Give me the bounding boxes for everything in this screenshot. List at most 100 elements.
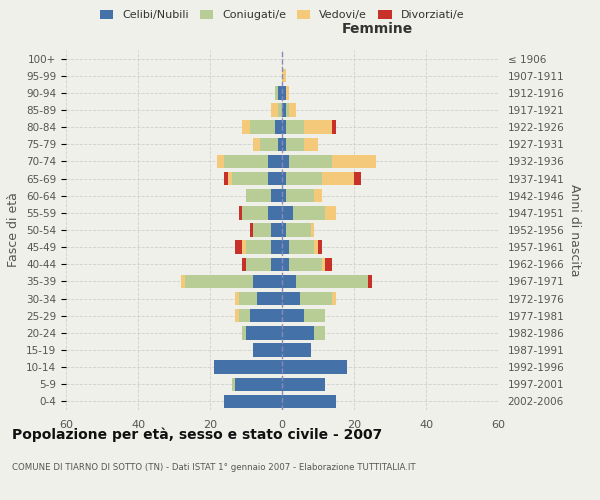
- Bar: [286, 86, 289, 100]
- Bar: [235, 378, 282, 391]
- Y-axis label: Fasce di età: Fasce di età: [7, 192, 20, 268]
- Text: Popolazione per età, sesso e stato civile - 2007: Popolazione per età, sesso e stato civil…: [12, 428, 382, 442]
- Bar: [286, 189, 314, 202]
- Bar: [354, 172, 361, 186]
- Bar: [268, 206, 282, 220]
- Bar: [311, 224, 314, 236]
- Bar: [232, 172, 268, 186]
- Bar: [282, 138, 286, 151]
- Bar: [314, 189, 322, 202]
- Y-axis label: Anni di nascita: Anni di nascita: [568, 184, 581, 276]
- Bar: [304, 120, 332, 134]
- Bar: [325, 258, 332, 271]
- Bar: [242, 240, 246, 254]
- Bar: [181, 274, 185, 288]
- Bar: [282, 274, 296, 288]
- Bar: [268, 154, 282, 168]
- Text: COMUNE DI TIARNO DI SOTTO (TN) - Dati ISTAT 1° gennaio 2007 - Elaborazione TUTTI: COMUNE DI TIARNO DI SOTTO (TN) - Dati IS…: [12, 462, 416, 471]
- Bar: [271, 258, 282, 271]
- Bar: [282, 172, 286, 186]
- Bar: [282, 120, 286, 134]
- Bar: [322, 258, 325, 271]
- Bar: [278, 104, 282, 117]
- Bar: [224, 172, 228, 186]
- Bar: [246, 258, 271, 271]
- Bar: [242, 120, 250, 134]
- Bar: [304, 138, 318, 151]
- Bar: [250, 224, 253, 236]
- Bar: [318, 240, 322, 254]
- Bar: [282, 240, 289, 254]
- Bar: [282, 344, 311, 356]
- Bar: [322, 172, 354, 186]
- Bar: [268, 172, 282, 186]
- Bar: [253, 224, 271, 236]
- Bar: [235, 292, 239, 306]
- Bar: [286, 104, 289, 117]
- Bar: [253, 138, 260, 151]
- Bar: [332, 120, 336, 134]
- Bar: [289, 104, 296, 117]
- Bar: [271, 104, 278, 117]
- Bar: [250, 309, 282, 322]
- Bar: [239, 292, 257, 306]
- Bar: [239, 206, 242, 220]
- Bar: [368, 274, 372, 288]
- Bar: [217, 154, 224, 168]
- Bar: [282, 104, 286, 117]
- Bar: [275, 86, 278, 100]
- Bar: [289, 258, 322, 271]
- Bar: [235, 240, 242, 254]
- Bar: [282, 360, 347, 374]
- Bar: [246, 326, 282, 340]
- Bar: [286, 138, 304, 151]
- Bar: [242, 326, 246, 340]
- Bar: [293, 206, 325, 220]
- Bar: [224, 394, 282, 408]
- Bar: [253, 274, 282, 288]
- Bar: [282, 86, 286, 100]
- Bar: [282, 309, 304, 322]
- Bar: [271, 189, 282, 202]
- Bar: [282, 258, 289, 271]
- Bar: [278, 138, 282, 151]
- Bar: [260, 138, 278, 151]
- Bar: [239, 309, 250, 322]
- Bar: [314, 326, 325, 340]
- Bar: [257, 292, 282, 306]
- Bar: [286, 224, 311, 236]
- Legend: Celibi/Nubili, Coniugati/e, Vedovi/e, Divorziati/e: Celibi/Nubili, Coniugati/e, Vedovi/e, Di…: [95, 6, 469, 25]
- Bar: [271, 224, 282, 236]
- Bar: [242, 206, 268, 220]
- Bar: [282, 326, 314, 340]
- Bar: [314, 240, 318, 254]
- Bar: [325, 206, 336, 220]
- Bar: [286, 172, 322, 186]
- Bar: [246, 189, 271, 202]
- Bar: [224, 154, 268, 168]
- Text: Femmine: Femmine: [341, 22, 413, 36]
- Bar: [275, 120, 282, 134]
- Bar: [296, 274, 368, 288]
- Bar: [282, 292, 300, 306]
- Bar: [185, 274, 253, 288]
- Bar: [214, 360, 282, 374]
- Bar: [332, 292, 336, 306]
- Bar: [304, 309, 325, 322]
- Bar: [232, 378, 235, 391]
- Bar: [246, 240, 271, 254]
- Bar: [278, 86, 282, 100]
- Bar: [282, 378, 325, 391]
- Bar: [250, 120, 275, 134]
- Bar: [282, 206, 293, 220]
- Bar: [235, 309, 239, 322]
- Bar: [289, 154, 332, 168]
- Bar: [242, 258, 246, 271]
- Bar: [282, 224, 286, 236]
- Bar: [282, 189, 286, 202]
- Bar: [282, 69, 286, 82]
- Bar: [253, 344, 282, 356]
- Bar: [282, 154, 289, 168]
- Bar: [271, 240, 282, 254]
- Bar: [228, 172, 232, 186]
